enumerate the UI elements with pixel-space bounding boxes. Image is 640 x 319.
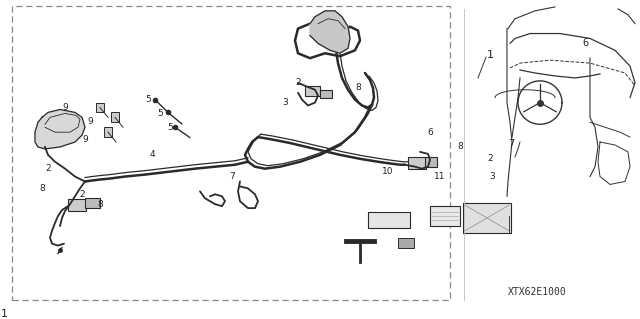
Text: 8: 8 <box>97 200 103 209</box>
FancyBboxPatch shape <box>111 112 119 122</box>
Text: 7: 7 <box>229 172 235 181</box>
FancyBboxPatch shape <box>425 157 437 167</box>
Text: 3: 3 <box>489 172 495 181</box>
Text: 9: 9 <box>87 117 93 126</box>
Text: XTX62E1000: XTX62E1000 <box>508 287 567 297</box>
Text: 1: 1 <box>487 50 494 60</box>
Text: 5: 5 <box>167 123 173 132</box>
FancyBboxPatch shape <box>368 212 410 228</box>
FancyBboxPatch shape <box>85 198 100 208</box>
Polygon shape <box>310 11 350 53</box>
Text: 5: 5 <box>145 95 151 104</box>
Text: 1: 1 <box>1 309 8 319</box>
FancyBboxPatch shape <box>305 86 320 96</box>
Bar <box>12 6 450 300</box>
Text: 2: 2 <box>79 190 85 199</box>
Text: 2: 2 <box>45 164 51 173</box>
Text: 4: 4 <box>149 150 155 160</box>
Text: 11: 11 <box>435 172 445 181</box>
FancyBboxPatch shape <box>104 127 112 137</box>
FancyBboxPatch shape <box>96 103 104 112</box>
FancyBboxPatch shape <box>320 90 332 98</box>
Text: 3: 3 <box>282 98 288 107</box>
Text: 8: 8 <box>457 143 463 152</box>
Text: 9: 9 <box>62 103 68 112</box>
Text: 6: 6 <box>427 128 433 137</box>
FancyBboxPatch shape <box>463 203 511 233</box>
Text: 5: 5 <box>157 109 163 118</box>
Text: 8: 8 <box>39 184 45 193</box>
Text: 10: 10 <box>382 167 394 176</box>
Text: 9: 9 <box>82 135 88 144</box>
FancyBboxPatch shape <box>398 238 414 248</box>
Text: 7: 7 <box>508 139 514 149</box>
Text: 8: 8 <box>355 83 361 92</box>
Text: 2: 2 <box>295 78 301 87</box>
Text: 6: 6 <box>582 38 588 48</box>
FancyBboxPatch shape <box>68 199 86 211</box>
Polygon shape <box>35 109 85 149</box>
FancyBboxPatch shape <box>408 157 426 169</box>
Text: 2: 2 <box>487 154 493 163</box>
FancyBboxPatch shape <box>430 206 460 226</box>
